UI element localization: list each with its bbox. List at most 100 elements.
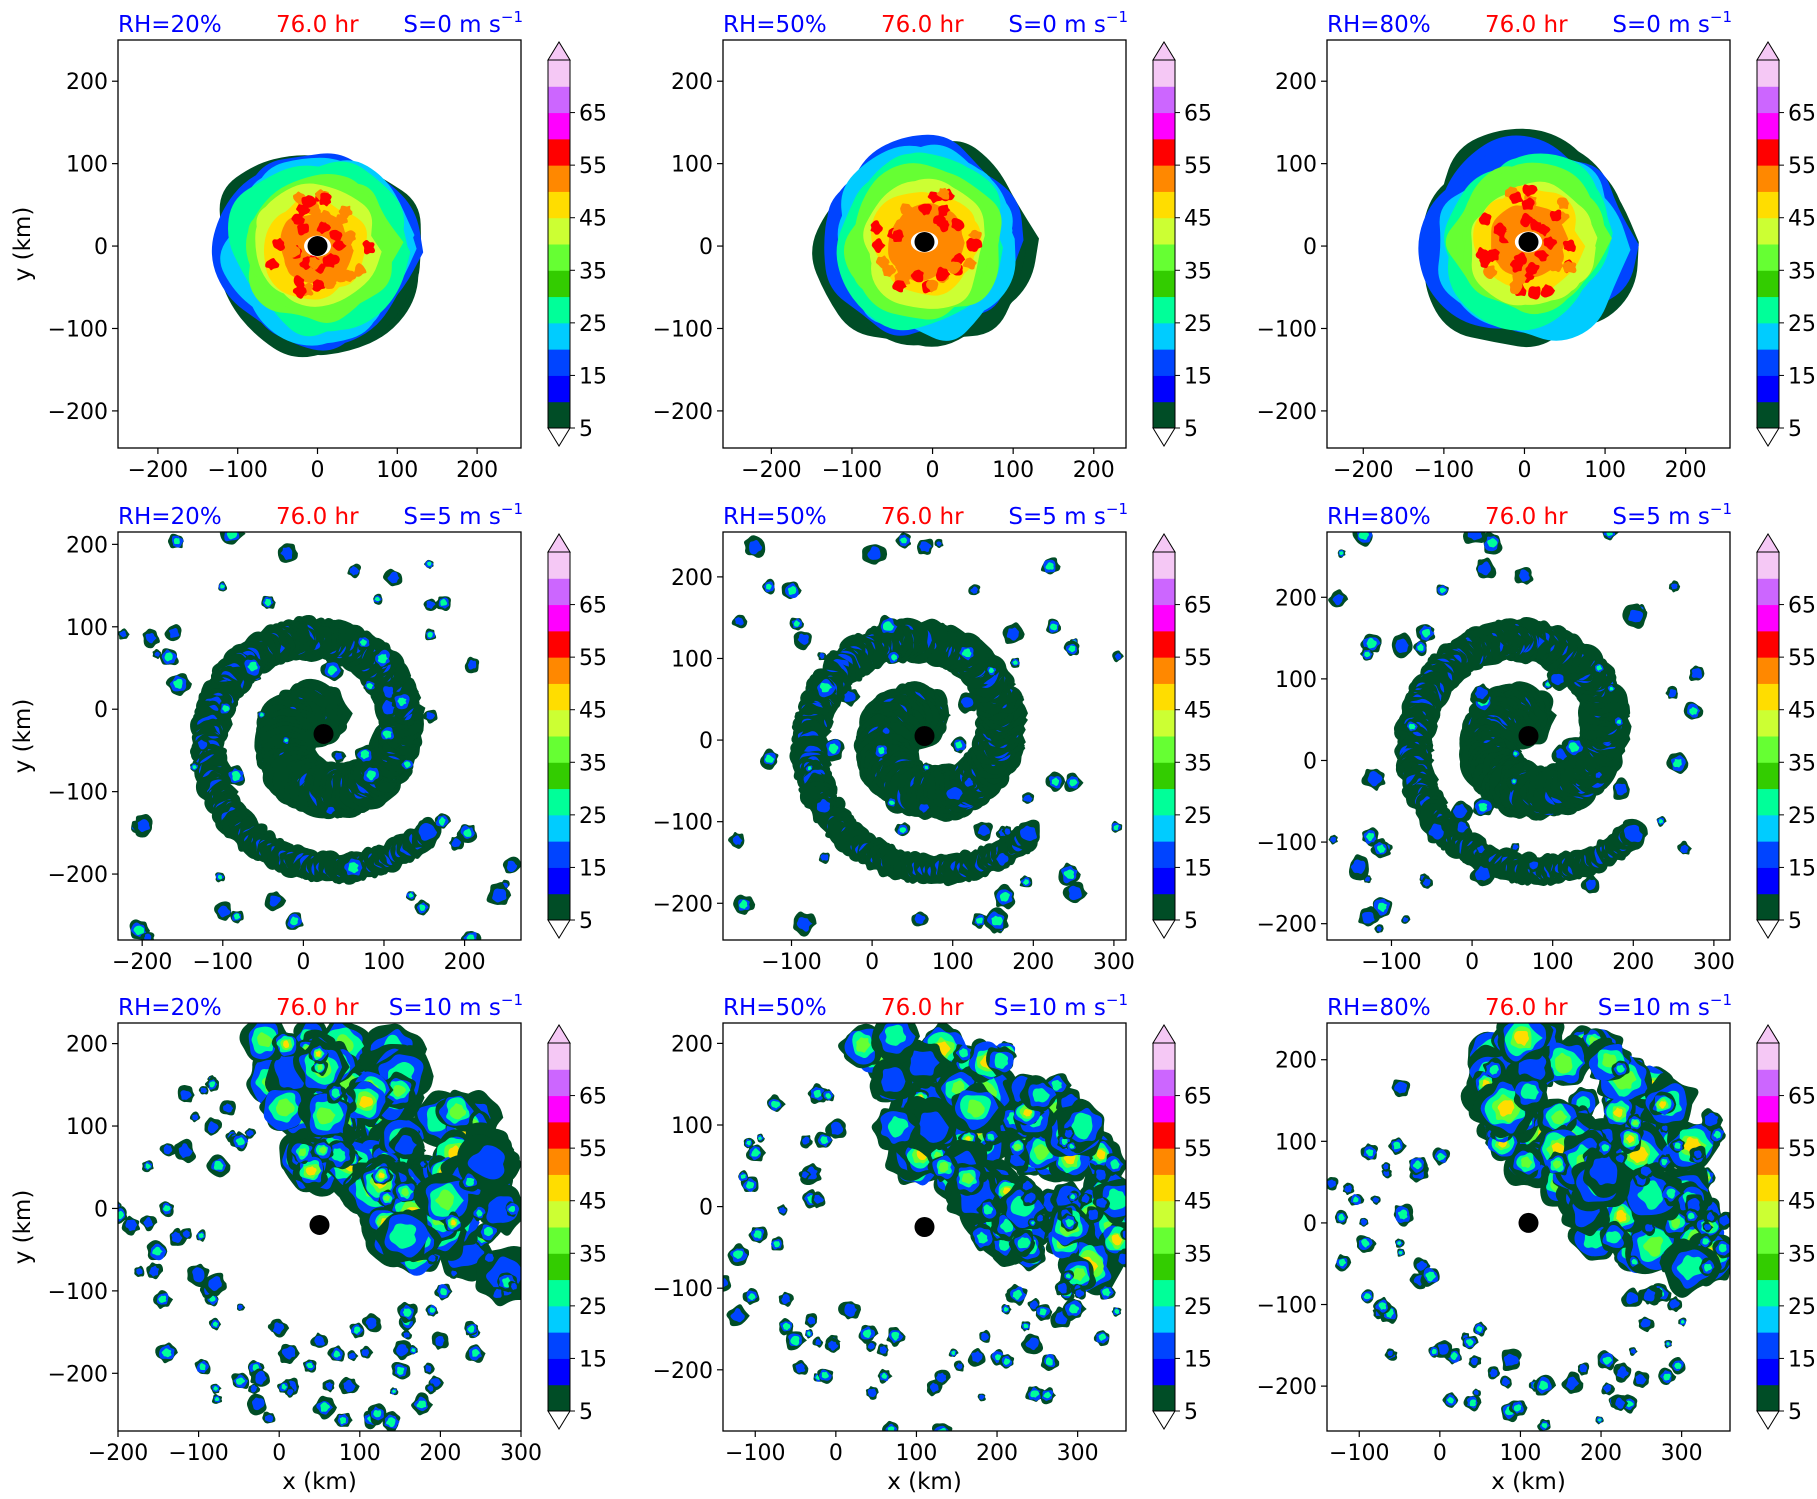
colorbar-tick-label: 45 [1184, 207, 1212, 232]
colorbar-extend-min [1756, 919, 1780, 939]
x-tick-label: −200 [741, 458, 801, 483]
x-tick-label: 100 [932, 950, 974, 975]
panel-9: −100 0 100 200 300 −200 −100 0 100 200 x (km) RH=80… [1257, 991, 1816, 1495]
y-tick-label: −200 [653, 892, 713, 917]
colorbar-segment [548, 1200, 570, 1228]
y-tick-label: 200 [1275, 70, 1317, 95]
colorbar-segment [1153, 165, 1175, 192]
colorbar-segment [1757, 1043, 1779, 1070]
x-tick-label: 100 [1532, 950, 1574, 975]
colorbar-tick-label: 65 [579, 594, 607, 619]
x-tick-label: −200 [1333, 458, 1393, 483]
panel-6: −100 0 100 200 300 −200 −100 0 100 200 RH=80% 76.0 … [1257, 500, 1816, 975]
y-tick-label: −100 [1257, 1294, 1317, 1319]
colorbar-extend-max [1756, 533, 1780, 553]
colorbar-segment [1757, 552, 1779, 579]
colorbar-segment [1153, 296, 1175, 324]
y-tick-label: 200 [671, 566, 713, 591]
x-tick-label: −100 [168, 1441, 228, 1466]
colorbar-segment [1757, 1227, 1779, 1254]
colorbar-segment [1153, 270, 1175, 298]
colorbar-tick-label: 65 [1184, 102, 1212, 127]
colorbar-tick-label: 55 [1184, 154, 1212, 179]
storm-center-marker [313, 723, 334, 744]
colorbar-tick-label: 65 [1788, 102, 1816, 127]
colorbar-segment [1757, 1148, 1779, 1175]
x-tick-label: −100 [193, 950, 253, 975]
colorbar-extend-min [547, 919, 571, 939]
colorbar-segment [1757, 296, 1779, 324]
plot-frame [722, 1022, 1127, 1432]
rh-title: RH=80% [1327, 504, 1431, 530]
colorbar-segment [1153, 841, 1175, 868]
time-title: 76.0 hr [1485, 12, 1568, 38]
x-tick-label: −100 [725, 1441, 785, 1466]
colorbar-extend-max [1152, 533, 1176, 553]
y-tick-label: −200 [1257, 913, 1317, 938]
colorbar-segment [548, 86, 570, 114]
x-tick-label: −100 [1361, 950, 1421, 975]
x-axis-label: x (km) [887, 1469, 962, 1495]
time-title: 76.0 hr [881, 504, 964, 530]
colorbar-segment [548, 1384, 570, 1412]
x-tick-label: 100 [1499, 1441, 1541, 1466]
colorbar-tick-label: 5 [1788, 909, 1802, 934]
colorbar-segment [1757, 604, 1779, 632]
x-tick-label: 0 [865, 950, 879, 975]
x-tick-label: −100 [207, 458, 267, 483]
colorbar-segment [1757, 788, 1779, 816]
y-tick-label: 0 [94, 235, 108, 260]
colorbar-frame [1756, 59, 1780, 429]
colorbar: 5 15 25 35 45 55 65 [1756, 1024, 1816, 1430]
x-tick-label: 0 [926, 458, 940, 483]
colorbar-tick-label: 55 [1788, 1137, 1816, 1162]
x-tick-label: 300 [1093, 950, 1135, 975]
colorbar-segment [1153, 1332, 1175, 1359]
y-tick-label: −100 [653, 811, 713, 836]
y-tick-label: 100 [671, 647, 713, 672]
x-tick-label: 200 [1612, 950, 1654, 975]
colorbar-segment [1153, 578, 1175, 606]
y-tick-label: −200 [48, 1362, 108, 1387]
y-tick-label: −200 [1257, 400, 1317, 425]
storm-center-marker [914, 726, 935, 746]
colorbar-tick-label: 5 [1788, 417, 1802, 442]
colorbar-segment [1757, 683, 1779, 711]
colorbar-segment [548, 1358, 570, 1386]
colorbar-segment [1153, 349, 1175, 376]
colorbar-segment [1153, 1043, 1175, 1070]
colorbar-tick-label: 65 [579, 102, 607, 127]
reflectivity-field [723, 1023, 1126, 1431]
colorbar-segment [548, 112, 570, 140]
x-tick-label: 200 [976, 1441, 1018, 1466]
colorbar-segment [548, 893, 570, 921]
colorbar-segment [548, 138, 570, 166]
colorbar-tick-label: 5 [1184, 417, 1198, 442]
panel-7: −200 −100 0 100 200 300 −200 −100 0 100 200 y (km) x… [10, 991, 607, 1495]
colorbar: 5 15 25 35 45 55 65 [547, 41, 607, 447]
time-title: 76.0 hr [881, 12, 964, 38]
colorbar-segment [1153, 1200, 1175, 1228]
colorbar-tick-label: 55 [1184, 1137, 1212, 1162]
panel-8: −100 0 100 200 300 −200 −100 0 100 200 x (km) RH=50… [653, 991, 1212, 1495]
colorbar-tick-label: 5 [579, 417, 593, 442]
x-tick-label: −200 [88, 1441, 148, 1466]
colorbar-segment [548, 814, 570, 842]
y-tick-label: 100 [1275, 1130, 1317, 1155]
colorbar-tick-label: 55 [579, 154, 607, 179]
plot-frame [1326, 1022, 1731, 1432]
colorbar-segment [1153, 604, 1175, 632]
colorbar-segment [548, 1305, 570, 1333]
colorbar-extend-min [1152, 1410, 1176, 1430]
colorbar-segment [1153, 630, 1175, 658]
colorbar-frame [1756, 1042, 1780, 1412]
colorbar-tick-label: 5 [579, 909, 593, 934]
x-tick-label: 300 [500, 1441, 542, 1466]
panel-3: −200 −100 0 100 200 −200 −100 0 100 200 RH=80% 76.0… [1257, 8, 1816, 483]
colorbar-tick-label: 25 [1788, 312, 1816, 337]
storm-center-marker [1518, 726, 1539, 746]
colorbar: 5 15 25 35 45 55 65 [1152, 533, 1212, 939]
colorbar-segment [548, 60, 570, 87]
colorbar-extend-min [1152, 427, 1176, 447]
plot-frame [117, 531, 522, 941]
